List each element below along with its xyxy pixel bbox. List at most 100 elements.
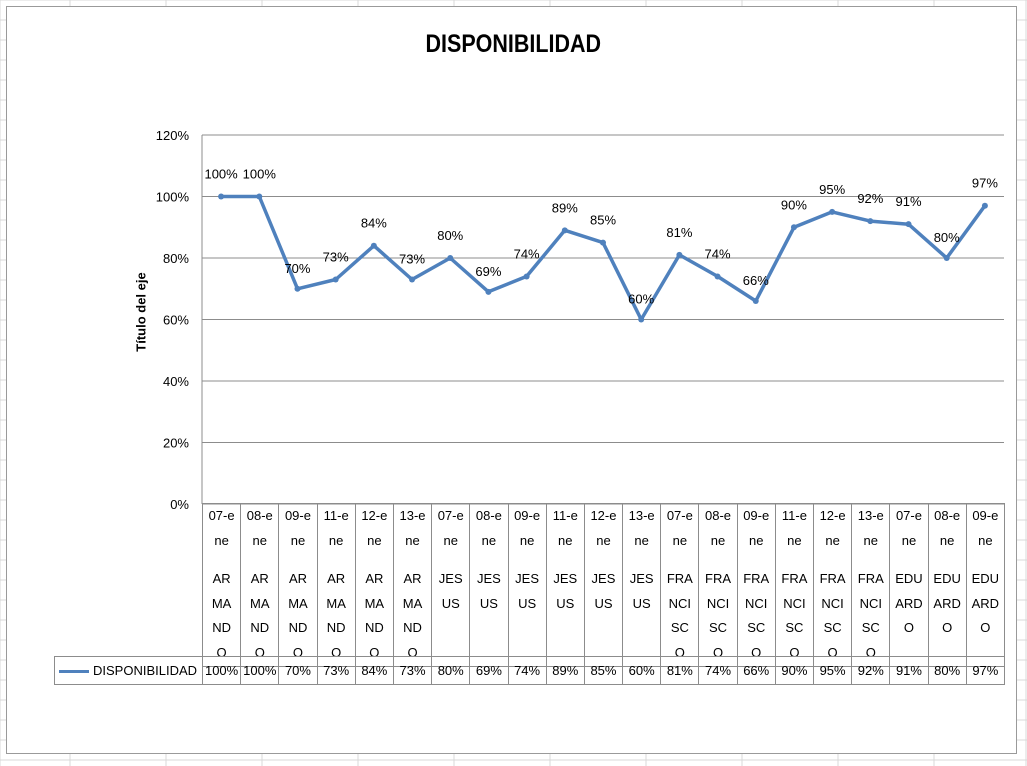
data-label: 100%: [204, 167, 238, 182]
data-point[interactable]: [485, 288, 492, 295]
category-label: 08-ene JESUS: [469, 503, 509, 667]
data-point[interactable]: [370, 242, 377, 249]
category-label: 07-ene ARMANDO: [201, 503, 242, 667]
category-date: 09-ene: [514, 508, 541, 548]
data-table-value: 97%: [965, 656, 1005, 685]
data-point[interactable]: [981, 202, 988, 209]
category-date: 09-ene: [972, 508, 999, 548]
data-table-value: 91%: [889, 656, 929, 685]
data-label: 81%: [666, 225, 692, 240]
data-point[interactable]: [752, 298, 759, 305]
category-name: ARMANDO: [364, 571, 385, 660]
category-date: 12-ene: [361, 508, 388, 548]
category-name: JESUS: [629, 571, 654, 611]
y-tick-label: 100%: [156, 190, 190, 205]
category-label: 13-ene ARMANDO: [392, 503, 433, 667]
y-tick-label: 20%: [163, 436, 189, 451]
category-date: 09-ene: [743, 508, 770, 548]
data-point[interactable]: [523, 273, 530, 280]
y-tick-label: 0%: [170, 497, 189, 512]
data-point[interactable]: [256, 193, 263, 200]
category-label: 09-ene JESUS: [507, 503, 547, 667]
category-label: 09-ene ARMANDO: [278, 503, 318, 667]
category-name: EDUARDO: [895, 571, 923, 636]
data-table-value: 95%: [812, 656, 853, 685]
data-point[interactable]: [294, 285, 301, 292]
category-date: 12-ene: [819, 508, 846, 548]
data-label: 70%: [284, 261, 310, 276]
data-point[interactable]: [218, 193, 225, 200]
data-table-value: 89%: [545, 656, 585, 685]
category-label: 08-ene FRANCISCO: [698, 503, 738, 667]
category-date: 11-ene: [781, 508, 807, 548]
data-label: 90%: [781, 197, 807, 212]
data-label: 60%: [628, 292, 654, 307]
data-point[interactable]: [905, 221, 912, 228]
y-tick-label: 60%: [163, 313, 189, 328]
category-row: 07-ene ARMANDO 08-ene ARMANDO 09-ene ARMANDO 1…: [201, 503, 1005, 667]
y-tick-label: 120%: [156, 128, 190, 143]
category-name: JESUS: [476, 571, 501, 611]
category-name: EDUARDO: [933, 571, 961, 636]
data-table-value: 100%: [201, 656, 242, 685]
data-point[interactable]: [332, 276, 339, 283]
y-tick-label: 80%: [163, 251, 189, 266]
data-point[interactable]: [447, 255, 454, 261]
category-label: 09-ene FRANCISCO: [736, 503, 776, 667]
data-point[interactable]: [943, 255, 950, 261]
category-label: 13-ene FRANCISCO: [851, 503, 891, 667]
data-label: 66%: [743, 273, 769, 288]
category-date: 09-ene: [284, 508, 311, 548]
data-point[interactable]: [867, 218, 874, 225]
category-date: 07-ene: [666, 508, 693, 548]
category-date: 07-ene: [895, 508, 922, 548]
category-label: 07-ene EDUARDO: [889, 503, 929, 667]
category-label: 12-ene FRANCISCO: [812, 503, 853, 667]
data-label: 91%: [896, 194, 922, 209]
category-axis-table: 07-ene ARMANDO 08-ene ARMANDO 09-ene ARMANDO 1…: [201, 503, 1005, 667]
data-point[interactable]: [676, 251, 683, 258]
data-label: 97%: [972, 176, 998, 191]
category-name: EDUARDO: [971, 571, 1000, 636]
category-date: 12-ene: [590, 508, 617, 548]
data-table-value: 85%: [583, 656, 624, 685]
category-name: FRANCISCO: [781, 571, 808, 660]
category-name: ARMANDO: [402, 571, 423, 660]
category-name: ARMANDO: [250, 571, 270, 660]
category-label: 08-ene ARMANDO: [240, 503, 280, 667]
category-label: 11-ene JESUS: [545, 503, 585, 667]
data-point[interactable]: [561, 227, 568, 234]
data-label: 80%: [437, 228, 463, 243]
data-point[interactable]: [790, 224, 797, 231]
data-table-value: 60%: [622, 656, 662, 685]
data-table-value: 84%: [354, 656, 394, 685]
category-name: JESUS: [591, 571, 616, 611]
category-date: 13-ene: [399, 508, 426, 548]
data-point[interactable]: [714, 273, 721, 280]
data-table-value: 73%: [316, 656, 356, 685]
category-name: ARMANDO: [288, 571, 308, 660]
data-table-value: 80%: [431, 656, 471, 685]
category-date: 07-ene: [208, 508, 235, 548]
category-name: FRANCISCO: [666, 571, 693, 660]
data-table-value: 66%: [736, 656, 776, 685]
data-table-value: 70%: [278, 656, 318, 685]
data-point[interactable]: [638, 316, 645, 323]
data-point[interactable]: [829, 208, 836, 215]
y-tick-label: 40%: [163, 374, 189, 389]
category-name: FRANCISCO: [705, 571, 732, 660]
data-point[interactable]: [600, 239, 606, 246]
data-label: 100%: [243, 167, 277, 182]
data-label: 73%: [399, 252, 425, 267]
category-name: ARMANDO: [211, 571, 232, 660]
category-name: FRANCISCO: [819, 571, 846, 660]
data-label: 85%: [590, 213, 616, 228]
data-table-value: 80%: [927, 656, 967, 685]
category-date: 13-ene: [857, 508, 884, 548]
data-label: 80%: [934, 230, 960, 245]
category-label: 13-ene JESUS: [622, 503, 662, 667]
data-point[interactable]: [409, 276, 416, 283]
data-table-value: 74%: [507, 656, 547, 685]
category-label: 07-ene FRANCISCO: [660, 503, 700, 667]
